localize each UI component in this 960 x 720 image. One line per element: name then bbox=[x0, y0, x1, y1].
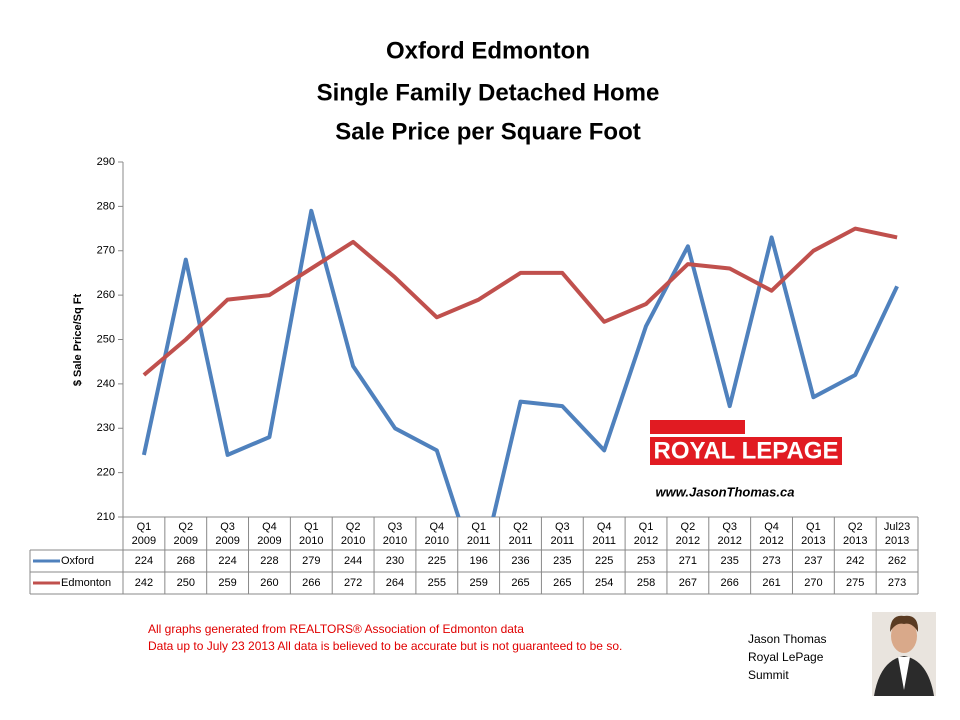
table-value: 242 bbox=[846, 555, 864, 567]
x-tick-label: Q4 2010 bbox=[424, 521, 450, 547]
table-value: 270 bbox=[804, 577, 822, 589]
x-tick-label: Q1 2010 bbox=[299, 521, 324, 547]
x-tick-label: Q3 2011 bbox=[550, 521, 575, 547]
table-value: 196 bbox=[469, 555, 487, 567]
table-value: 235 bbox=[553, 555, 571, 567]
table-value: 265 bbox=[511, 577, 529, 589]
x-tick-label: Q3 2010 bbox=[382, 521, 408, 547]
table-value: 235 bbox=[721, 555, 739, 567]
logo-text: ROYAL LEPAGE bbox=[654, 437, 839, 464]
table-value: 273 bbox=[762, 555, 780, 567]
x-tick-label: Q4 2011 bbox=[592, 521, 616, 547]
table-value: 261 bbox=[762, 577, 780, 589]
logo-bar bbox=[650, 420, 745, 434]
table-value: 267 bbox=[679, 577, 697, 589]
series-line bbox=[141, 208, 899, 517]
x-tick-label: Q4 2012 bbox=[759, 521, 784, 547]
x-tick-label: Q3 2012 bbox=[717, 521, 742, 547]
chart-title: Oxford Edmonton bbox=[386, 37, 590, 64]
table-value: 250 bbox=[177, 577, 195, 589]
table-value: 265 bbox=[553, 577, 571, 589]
y-tick-label: 260 bbox=[97, 289, 115, 301]
table-value: 264 bbox=[386, 577, 404, 589]
table-value: 259 bbox=[218, 577, 236, 589]
x-tick-label: Q2 2011 bbox=[508, 521, 533, 547]
y-tick-label: 210 bbox=[97, 511, 115, 523]
table-value: 236 bbox=[511, 555, 529, 567]
logo-box bbox=[650, 437, 842, 465]
legend-label: Oxford bbox=[61, 555, 94, 567]
table-value: 259 bbox=[469, 577, 487, 589]
x-tick-label: Q2 2010 bbox=[340, 521, 366, 547]
table-value: 273 bbox=[888, 577, 906, 589]
x-tick-label: Q1 2012 bbox=[633, 521, 659, 547]
x-tick-label: Q2 2013 bbox=[842, 521, 868, 547]
chart-title: Single Family Detached Home bbox=[317, 79, 660, 106]
y-tick-label: 250 bbox=[97, 333, 115, 345]
y-tick-label: 290 bbox=[97, 156, 115, 168]
table-value: 224 bbox=[218, 555, 236, 567]
table-value: 258 bbox=[637, 577, 655, 589]
table-value: 253 bbox=[637, 555, 655, 567]
x-tick-label: Jul23 2013 bbox=[883, 521, 911, 547]
table-value: 266 bbox=[721, 577, 739, 589]
legend-label: Edmonton bbox=[61, 577, 111, 589]
y-tick-label: 280 bbox=[97, 200, 115, 212]
table-value: 272 bbox=[344, 577, 362, 589]
table-value: 260 bbox=[260, 577, 278, 589]
x-tick-label: Q2 2012 bbox=[675, 521, 701, 547]
y-tick-label: 270 bbox=[97, 245, 115, 257]
x-tick-label: Q3 2009 bbox=[215, 521, 240, 547]
photo-face bbox=[891, 619, 917, 653]
y-axis-label: $ Sale Price/Sq Ft bbox=[72, 294, 84, 387]
table-value: 224 bbox=[135, 555, 153, 567]
x-tick-label: Q1 2009 bbox=[131, 521, 157, 547]
table-value: 225 bbox=[428, 555, 446, 567]
table-value: 254 bbox=[595, 577, 613, 589]
table-value: 268 bbox=[177, 555, 195, 567]
table-value: 266 bbox=[302, 577, 320, 589]
photo-shirt bbox=[898, 657, 910, 690]
agent-office: Summit bbox=[748, 668, 789, 682]
y-tick-label: 240 bbox=[97, 378, 115, 390]
website: www.JasonThomas.ca bbox=[656, 484, 795, 499]
table-value: 279 bbox=[302, 555, 320, 567]
chart-title: Sale Price per Square Foot bbox=[335, 118, 640, 145]
table-value: 230 bbox=[386, 555, 404, 567]
table-value: 228 bbox=[260, 555, 278, 567]
table-value: 244 bbox=[344, 555, 362, 567]
photo-hair bbox=[890, 615, 919, 632]
x-tick-label: Q1 2013 bbox=[801, 521, 826, 547]
table-value: 237 bbox=[804, 555, 822, 567]
logo: ROYAL LEPAGE www.JasonThomas.ca bbox=[650, 418, 842, 499]
table-value: 255 bbox=[428, 577, 446, 589]
table-value: 242 bbox=[135, 577, 153, 589]
series-line bbox=[142, 226, 898, 377]
table-value: 262 bbox=[888, 555, 906, 567]
agent-name: Jason Thomas bbox=[748, 632, 827, 646]
x-tick-label: Q4 2009 bbox=[257, 521, 282, 547]
x-tick-label: Q1 2011 bbox=[466, 521, 491, 547]
agent-company: Royal LePage bbox=[748, 650, 824, 664]
footer-note: All graphs generated from REALTORS® Asso… bbox=[148, 622, 524, 636]
y-tick-label: 220 bbox=[97, 467, 115, 479]
footer-note: Data up to July 23 2013 All data is beli… bbox=[148, 639, 622, 653]
table-value: 275 bbox=[846, 577, 864, 589]
table-value: 271 bbox=[679, 555, 697, 567]
table-value: 225 bbox=[595, 555, 613, 567]
agent-photo bbox=[872, 612, 936, 696]
x-tick-label: Q2 2009 bbox=[173, 521, 198, 547]
y-tick-label: 230 bbox=[97, 422, 115, 434]
